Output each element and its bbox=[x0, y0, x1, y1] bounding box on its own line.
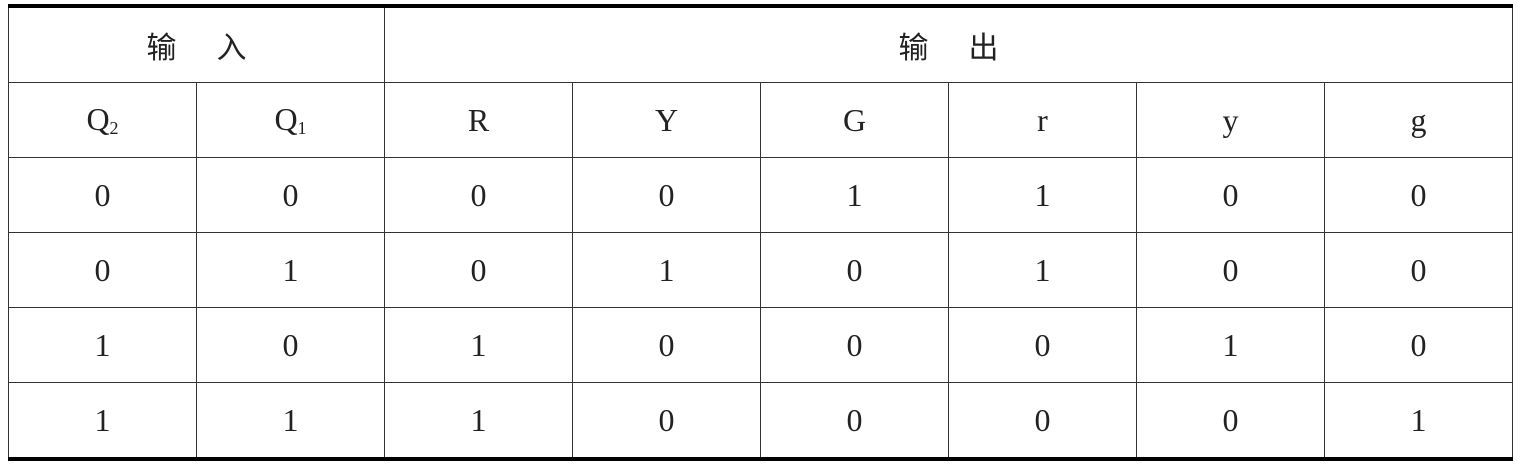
table-cell: 1 bbox=[948, 157, 1137, 233]
table-cell: 0 bbox=[1324, 307, 1513, 383]
table-cell: 0 bbox=[572, 382, 761, 460]
column-header-label: Y bbox=[654, 101, 679, 138]
table-cell: 0 bbox=[384, 232, 573, 308]
group-header-row: 输入 输出 bbox=[8, 5, 1513, 83]
table-cell: 0 bbox=[1136, 157, 1325, 233]
table-cell: 1 bbox=[384, 307, 573, 383]
table-cell: 0 bbox=[572, 307, 761, 383]
table-cell: 0 bbox=[1136, 382, 1325, 460]
column-header: R bbox=[384, 82, 573, 158]
table-cell: 0 bbox=[760, 307, 949, 383]
column-header-label: r bbox=[1037, 101, 1048, 138]
table-cell: 0 bbox=[196, 157, 385, 233]
table-cell: 1 bbox=[8, 382, 197, 460]
column-header: Y bbox=[572, 82, 761, 158]
table-cell: 1 bbox=[8, 307, 197, 383]
table-cell: 0 bbox=[760, 382, 949, 460]
column-header: g bbox=[1324, 82, 1513, 158]
outputs-header: 输出 bbox=[384, 5, 1513, 83]
table-cell: 1 bbox=[196, 232, 385, 308]
table-cell: 1 bbox=[1324, 382, 1513, 460]
inputs-header: 输入 bbox=[8, 5, 385, 83]
table-cell: 0 bbox=[384, 157, 573, 233]
table-cell: 0 bbox=[1324, 157, 1513, 233]
table-cell: 0 bbox=[8, 157, 197, 233]
column-header-label: R bbox=[467, 101, 490, 138]
column-header-label: y bbox=[1222, 101, 1239, 138]
column-header: y bbox=[1136, 82, 1325, 158]
column-header-subscript: 2 bbox=[109, 118, 119, 138]
table-cell: 0 bbox=[1136, 232, 1325, 308]
table-cell: 1 bbox=[948, 232, 1137, 308]
table-cell: 1 bbox=[1136, 307, 1325, 383]
column-header: r bbox=[948, 82, 1137, 158]
column-header-label: Q bbox=[86, 101, 110, 137]
column-header-subscript: 1 bbox=[297, 118, 307, 138]
column-header: G bbox=[760, 82, 949, 158]
column-header-label: G bbox=[842, 101, 867, 138]
table-cell: 1 bbox=[760, 157, 949, 233]
column-header: Q1 bbox=[196, 82, 385, 158]
table-cell: 1 bbox=[196, 382, 385, 460]
table-cell: 1 bbox=[572, 232, 761, 308]
table-cell: 0 bbox=[760, 232, 949, 308]
table-cell: 0 bbox=[196, 307, 385, 383]
table-cell: 0 bbox=[1324, 232, 1513, 308]
column-header: Q2 bbox=[8, 82, 197, 158]
table-cell: 0 bbox=[8, 232, 197, 308]
column-header-label: Q bbox=[274, 101, 298, 137]
table-cell: 0 bbox=[572, 157, 761, 233]
table-cell: 0 bbox=[948, 382, 1137, 460]
column-header-label: g bbox=[1410, 101, 1427, 138]
table-cell: 0 bbox=[948, 307, 1137, 383]
table-cell: 1 bbox=[384, 382, 573, 460]
